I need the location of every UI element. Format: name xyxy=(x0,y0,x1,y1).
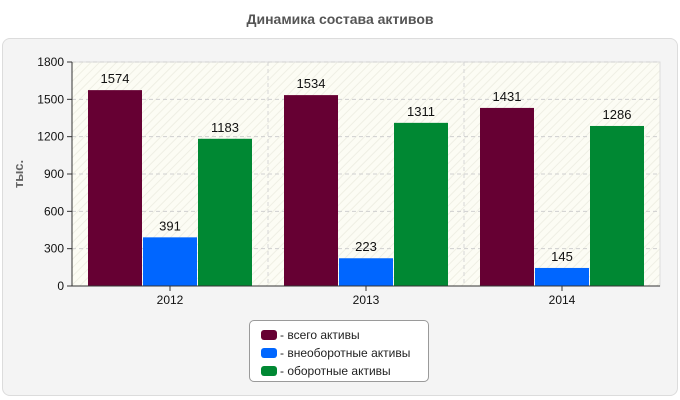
legend-item-current: - оборотные активы xyxy=(261,362,428,380)
legend-label-noncurrent: - внеоборотные активы xyxy=(280,346,411,360)
bar xyxy=(339,258,393,286)
y-tick-label: 900 xyxy=(44,167,64,181)
bar xyxy=(198,138,252,286)
legend-item-total: - всего активы xyxy=(261,326,428,344)
bar xyxy=(284,95,338,286)
bar-value-label: 391 xyxy=(159,218,181,233)
bar-value-label: 1183 xyxy=(211,120,239,135)
bar xyxy=(535,267,589,286)
bar xyxy=(394,122,448,286)
bar-value-label: 1311 xyxy=(407,104,435,119)
legend-swatch-noncurrent xyxy=(261,348,277,358)
bar-value-label: 145 xyxy=(551,249,573,264)
bar xyxy=(480,107,534,286)
x-tick-label: 2013 xyxy=(353,293,380,307)
bar-value-label: 223 xyxy=(355,239,377,254)
y-tick-label: 1500 xyxy=(37,92,64,106)
grid-lines xyxy=(72,61,660,286)
y-tick-label: 1200 xyxy=(37,130,64,144)
x-tick-label: 2014 xyxy=(549,293,576,307)
legend-swatch-total xyxy=(261,330,277,340)
y-tick-label: 300 xyxy=(44,242,64,256)
bar-value-label: 1574 xyxy=(101,71,130,86)
bar-value-label: 1534 xyxy=(297,76,326,91)
bar-value-label: 1286 xyxy=(603,107,632,122)
bar xyxy=(590,125,644,286)
bars: 1574 391 1183 1534 223 1311 1431 145 1286 xyxy=(88,71,644,286)
legend-item-noncurrent: - внеоборотные активы xyxy=(261,344,428,362)
legend-swatch-current xyxy=(261,366,277,376)
legend-label-total: - всего активы xyxy=(280,328,360,342)
y-tick-label: 0 xyxy=(57,279,64,293)
chart-title: Динамика состава активов xyxy=(246,11,434,27)
axes: 0 300 600 900 1200 1500 1800 2012 2013 2014 xyxy=(37,55,660,307)
bar xyxy=(143,237,197,286)
x-tick-label: 2012 xyxy=(157,293,184,307)
legend-label-current: - оборотные активы xyxy=(280,364,391,378)
legend: - всего активы - внеоборотные активы - о… xyxy=(249,320,429,382)
bar-value-label: 1431 xyxy=(493,89,522,104)
bar xyxy=(88,90,142,286)
y-tick-label: 600 xyxy=(44,204,64,218)
y-axis-label: тыс. xyxy=(11,160,26,188)
y-tick-label: 1800 xyxy=(37,55,64,69)
